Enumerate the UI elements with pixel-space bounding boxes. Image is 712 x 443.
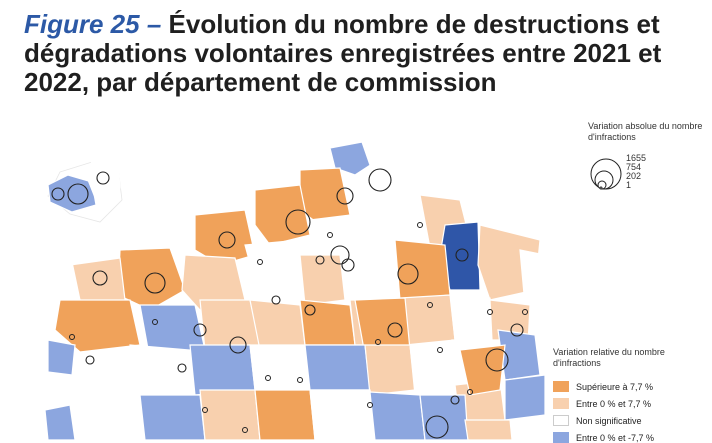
- dept-loiret: [299, 299, 356, 346]
- size-legend-value: 202: [626, 171, 642, 181]
- dept-morbihan: [54, 299, 141, 353]
- dept-seine-et-marne: [339, 254, 401, 306]
- dept-vienne: [249, 344, 311, 391]
- size-legend-title: Variation absolue du nombre d'infraction…: [588, 121, 703, 142]
- dept-eure-et-loir: [299, 254, 346, 306]
- departments: [21, 140, 551, 440]
- dept-nievre: [364, 344, 416, 396]
- dept-ain: [459, 344, 506, 396]
- dept-vendee-north: [129, 344, 196, 401]
- dept-cher: [304, 344, 371, 391]
- dept-saone-et-loire: [409, 344, 461, 396]
- dept-nord-east: [361, 140, 411, 199]
- legend-swatch-decrease: [553, 432, 569, 443]
- size-legend-circles: [590, 158, 622, 190]
- dept-haute-savoie: [504, 374, 546, 421]
- variation-circles: [51, 168, 524, 439]
- size-legend-value: 1: [626, 180, 632, 190]
- dept-charente: [199, 389, 261, 440]
- dept-indre-et-loire: [249, 299, 306, 351]
- legend-swatch-strong-increase: [553, 381, 569, 392]
- figure-title: Figure 25 – Évolution du nombre de destr…: [24, 10, 694, 97]
- size-legend-values: 1655 754 202 1: [626, 154, 646, 190]
- size-legend-value: 1655: [626, 153, 647, 163]
- legend-swatch-not-significant: [553, 415, 569, 426]
- dept-ile-d-re: [44, 404, 76, 440]
- dept-haute-marne: [449, 291, 496, 341]
- dept-seine-maritime: [254, 184, 311, 246]
- legend-label: Non significative: [576, 416, 642, 426]
- figure-label: Figure 25 –: [24, 9, 162, 39]
- dept-calvados: [194, 209, 256, 266]
- dept-manche: [47, 174, 97, 213]
- small-circles: [69, 222, 528, 433]
- legend-label: Supérieure à 7,7 %: [576, 382, 654, 392]
- size-legend-value: 754: [626, 162, 642, 172]
- color-legend-title: Variation relative du nombre d'infractio…: [553, 347, 665, 368]
- dept-loire: [419, 394, 469, 440]
- dept-belle-ile: [47, 339, 76, 376]
- dept-allier: [369, 391, 426, 440]
- dept-deux-sevres: [189, 344, 256, 396]
- legend-label: Entre 0 % et -7,7 %: [576, 433, 655, 443]
- dept-bas-rhin: [519, 249, 551, 306]
- dept-marne: [394, 239, 451, 301]
- dept-sarthe: [244, 239, 311, 301]
- dept-calvados-north: [87, 159, 121, 201]
- legend-swatch-increase: [553, 398, 569, 409]
- dept-creuse: [309, 389, 376, 440]
- figure-title-text: Évolution du nombre de destructions et d…: [24, 9, 662, 97]
- dept-haute-vienne: [254, 389, 316, 440]
- dept-rhone: [464, 419, 513, 440]
- dept-charente-maritime: [139, 394, 206, 440]
- legend-label: Entre 0 % et 7,7 %: [576, 399, 652, 409]
- department-map: [21, 140, 622, 440]
